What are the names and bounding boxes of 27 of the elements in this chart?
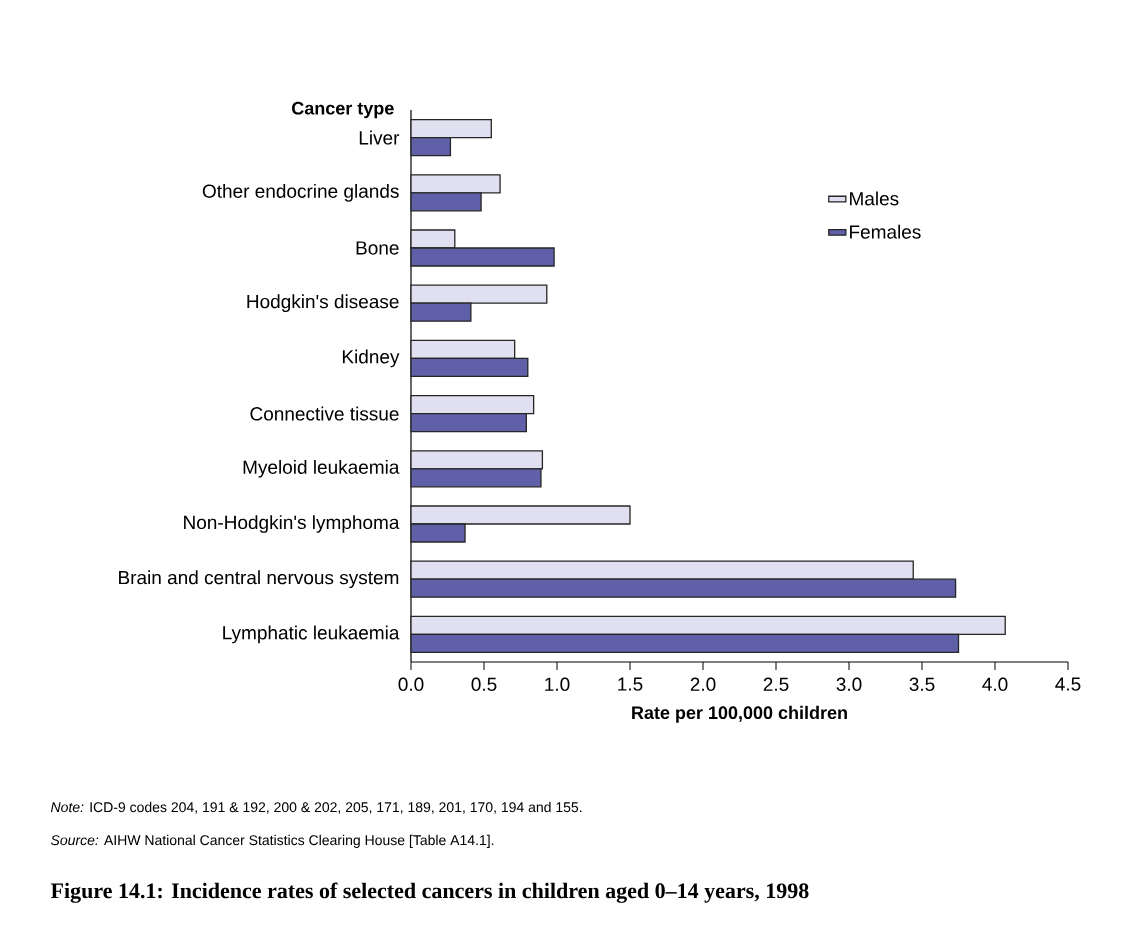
y-tick-label: Kidney — [342, 349, 400, 368]
legend-label: Females — [850, 224, 921, 239]
text: Note: ICD-9 codes 204, 191 & 192, 200 & 202, 205, 171, 189, 201, 170, 194 and 155. — [50, 801, 582, 814]
y-tick-label: Bone — [356, 241, 399, 255]
x-axis-title: Rate per 100,000 children — [632, 705, 847, 723]
y-tick-label: Lymphatic leukaemia — [223, 625, 400, 644]
x-tick-label: 1.5 — [618, 677, 643, 691]
y-tick-label: Non-Hodgkin's lymphoma — [184, 515, 400, 533]
x-tick-label: 3.5 — [909, 677, 935, 691]
legend-label: Males — [850, 191, 899, 206]
x-tick-label: 2.0 — [690, 677, 716, 691]
y-tick-label: Connective tissue — [250, 406, 399, 421]
x-tick-label: 1.0 — [545, 677, 570, 691]
y-tick-label: Myeloid leukaemia — [243, 459, 400, 478]
x-tick-label: 4.5 — [1055, 677, 1081, 691]
text: Source: AIHW National Cancer Statistics Clearing House [Table A14.1]. — [50, 834, 494, 848]
x-tick-label: 4.0 — [982, 677, 1008, 691]
x-tick-label: 2.5 — [763, 677, 789, 691]
x-tick-label: 0.5 — [471, 677, 497, 691]
text: Figure 14.1: Incidence rates of selected cancers in children aged 0–14 years, 1998 — [50, 882, 809, 903]
y-tick-label: Other endocrine glands — [202, 183, 399, 202]
y-tick-label: Hodgkin's disease — [247, 294, 399, 313]
y-tick-label: Brain and central nervous system — [119, 570, 399, 589]
y-tick-label: Liver — [359, 130, 400, 145]
y-axis-title: Cancer type — [292, 101, 394, 119]
x-tick-label: 3.0 — [836, 677, 862, 691]
x-tick-label: 0.0 — [398, 677, 424, 691]
